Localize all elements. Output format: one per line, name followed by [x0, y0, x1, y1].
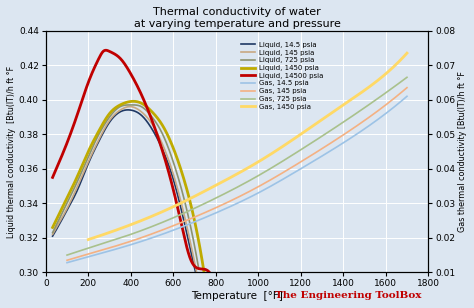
Y-axis label: Liquid thermal conductivity  [Btu(IT)/h ft °F: Liquid thermal conductivity [Btu(IT)/h f… [7, 66, 16, 237]
Text: The Engineering ToolBox: The Engineering ToolBox [275, 291, 421, 300]
Title: Thermal conductivity of water
at varying temperature and pressure: Thermal conductivity of water at varying… [134, 7, 340, 29]
Legend: Liquid, 14.5 psia, Liquid, 145 psia, Liquid, 725 psia, Liquid, 1450 psia, Liquid: Liquid, 14.5 psia, Liquid, 145 psia, Liq… [238, 39, 326, 112]
X-axis label: Temperature  [°F]: Temperature [°F] [191, 291, 283, 301]
Y-axis label: Gas thermal conductivity [Btu(IT)/h ft °F: Gas thermal conductivity [Btu(IT)/h ft °… [458, 71, 467, 232]
